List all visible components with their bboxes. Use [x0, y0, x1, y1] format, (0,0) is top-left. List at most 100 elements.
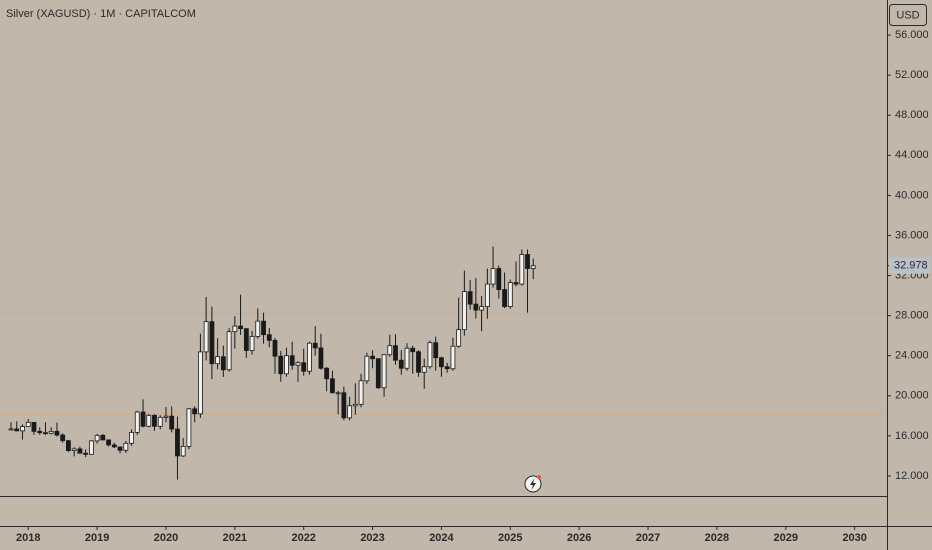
candle-body: [513, 282, 519, 285]
candle-body: [295, 362, 301, 366]
candle-body: [450, 345, 456, 370]
candle-body: [129, 431, 134, 444]
x-tick-label: 2021: [223, 532, 247, 544]
candle-body: [60, 434, 66, 442]
candle-body: [335, 392, 341, 395]
candle-body: [180, 445, 186, 457]
candle-body: [330, 378, 335, 394]
candle-body: [8, 428, 14, 431]
last-price-label: 32.978: [894, 260, 928, 272]
candle-body: [48, 430, 54, 434]
candle-body: [461, 291, 467, 331]
candle-body: [502, 289, 507, 308]
candle-body: [416, 351, 421, 373]
x-tick-label: 2018: [16, 532, 40, 544]
x-tick-label: 2023: [360, 532, 384, 544]
currency-button[interactable]: [889, 4, 927, 26]
y-tick-label: 44.000: [895, 149, 929, 161]
lightning-icon[interactable]: [524, 475, 542, 493]
candle-body: [111, 444, 117, 448]
candle-body: [525, 254, 530, 269]
candle-body: [484, 283, 490, 308]
candle-body: [404, 347, 410, 369]
candle-body: [169, 415, 175, 430]
candle-body: [255, 320, 261, 337]
x-tick-label: 2025: [498, 532, 522, 544]
candle-body: [25, 421, 31, 427]
candle-body: [439, 357, 444, 368]
candle-body: [266, 334, 272, 341]
candle-body: [249, 336, 255, 351]
last-price-box: [889, 257, 930, 274]
candle-body: [307, 342, 312, 372]
candle-body: [358, 380, 364, 405]
candle-body: [140, 411, 146, 427]
y-tick-label: 12.000: [895, 470, 929, 482]
candle-body: [238, 325, 243, 330]
currency-label[interactable]: USD: [896, 9, 919, 21]
candle-body: [83, 452, 89, 455]
candle-body: [163, 415, 169, 418]
candle-body: [209, 321, 215, 365]
y-tick-label: 48.000: [895, 109, 929, 121]
candle-body: [31, 421, 37, 432]
candle-body: [37, 430, 43, 434]
candle-body: [106, 439, 112, 446]
candle-body: [284, 355, 289, 375]
candle-body: [123, 442, 129, 451]
candle-body: [364, 355, 370, 382]
candle-body: [467, 291, 473, 305]
y-tick-label: 40.000: [895, 189, 929, 201]
candle-body: [519, 254, 525, 285]
candle-body: [243, 328, 249, 351]
candle-body: [370, 355, 375, 360]
candle-body: [65, 440, 71, 452]
x-tick-label: 2028: [705, 532, 729, 544]
candle-body: [43, 432, 48, 435]
candle-body: [507, 282, 513, 308]
candle-body: [117, 446, 123, 451]
x-tick-label: 2024: [429, 532, 454, 544]
candle-body: [490, 268, 496, 285]
candle-body: [20, 426, 25, 432]
x-tick-label: 2030: [842, 532, 866, 544]
candle-body: [134, 411, 140, 433]
candle-body: [473, 303, 479, 311]
candle-body: [341, 392, 347, 419]
candle-body: [157, 416, 163, 427]
candle-body: [398, 359, 404, 369]
candle-body: [375, 358, 381, 389]
x-tick-label: 2020: [154, 532, 178, 544]
candle-body: [352, 403, 358, 407]
candle-body: [226, 331, 232, 371]
candle-body: [215, 356, 221, 365]
x-tick-label: 2022: [291, 532, 315, 544]
x-tick-label: 2019: [85, 532, 109, 544]
candle-body: [272, 339, 278, 357]
candle-body: [14, 428, 20, 432]
candle-body: [71, 448, 77, 452]
candle-body: [146, 414, 152, 427]
candle-body: [496, 268, 502, 290]
y-tick-label: 28.000: [895, 310, 929, 322]
y-tick-label: 24.000: [895, 350, 929, 362]
candle-body: [278, 355, 284, 375]
candle-body: [77, 448, 83, 454]
candle-body: [312, 342, 318, 349]
candle-body: [347, 405, 353, 419]
chart-title: Silver (XAGUSD) · 1M · CAPITALCOM: [6, 8, 196, 20]
candle-body: [261, 320, 266, 336]
y-tick-label: 16.000: [895, 430, 929, 442]
y-tick-label: 52.000: [895, 69, 929, 81]
candle-body: [301, 362, 307, 372]
candle-body: [192, 408, 198, 415]
y-tick-label: 56.000: [895, 29, 929, 41]
candle-body: [381, 354, 387, 389]
candle-body: [220, 356, 226, 371]
candle-body: [530, 265, 536, 269]
x-tick-label: 2026: [567, 532, 591, 544]
candle-body: [427, 342, 433, 368]
candle-body: [186, 408, 192, 447]
